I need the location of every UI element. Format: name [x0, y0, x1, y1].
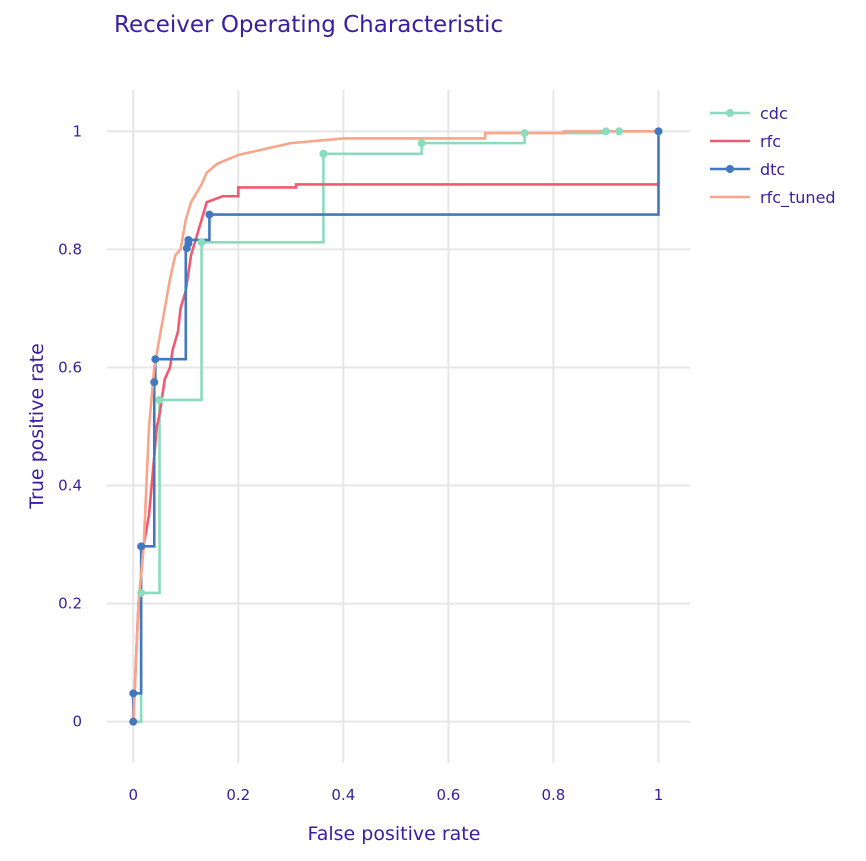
legend-label: dtc: [760, 160, 785, 179]
x-tick-label: 0.2: [226, 786, 250, 804]
x-tick-label: 1: [654, 786, 664, 804]
y-tick-label: 1: [72, 122, 82, 140]
data-point-dtc[interactable]: [137, 542, 146, 551]
x-axis-title: False positive rate: [308, 823, 481, 845]
legend-label: cdc: [760, 104, 788, 123]
x-tick-label: 0.6: [436, 786, 460, 804]
data-point-dtc[interactable]: [205, 210, 214, 219]
series-line-rfc[interactable]: [131, 183, 659, 722]
tick-labels: 0 0.2 0.4 0.6 0.8 1 0 0.2 0.4 0.6 0.8 1: [58, 122, 663, 804]
x-tick-label: 0: [128, 786, 138, 804]
data-point-cdc[interactable]: [601, 127, 610, 136]
data-point-dtc[interactable]: [184, 235, 193, 244]
data-point-dtc[interactable]: [129, 717, 138, 726]
data-point-cdc[interactable]: [615, 127, 624, 136]
grid-lines: [107, 90, 690, 763]
legend-item-cdc[interactable]: cdc: [710, 104, 788, 123]
series-line-rfc_tuned[interactable]: [131, 130, 659, 722]
plot-area: [129, 127, 663, 726]
y-tick-label: 0: [72, 713, 82, 731]
data-point-dtc[interactable]: [654, 127, 663, 136]
data-point-dtc[interactable]: [150, 378, 159, 387]
y-axis-title: True positive rate: [26, 343, 48, 510]
data-point-cdc[interactable]: [319, 149, 328, 158]
series-line-dtc[interactable]: [131, 131, 660, 722]
data-point-cdc[interactable]: [137, 588, 146, 597]
legend-item-rfc[interactable]: rfc: [710, 132, 781, 151]
legend-item-rfc_tuned[interactable]: rfc_tuned: [710, 188, 836, 208]
data-point-cdc[interactable]: [155, 395, 164, 404]
series-line-cdc[interactable]: [133, 130, 659, 723]
data-point-cdc[interactable]: [197, 238, 206, 247]
legend-label: rfc_tuned: [760, 188, 836, 208]
y-tick-label: 0.2: [58, 595, 82, 613]
legend-marker: [726, 165, 734, 173]
data-point-cdc[interactable]: [520, 129, 529, 138]
legend-marker: [726, 109, 734, 117]
y-tick-label: 0.4: [58, 477, 82, 495]
legend[interactable]: cdc rfc dtc rfc_tuned: [710, 104, 836, 208]
legend-item-dtc[interactable]: dtc: [710, 160, 785, 179]
data-point-cdc[interactable]: [417, 139, 426, 148]
data-point-dtc[interactable]: [129, 689, 138, 698]
chart-title: Receiver Operating Characteristic: [114, 12, 503, 38]
legend-label: rfc: [760, 132, 781, 151]
x-tick-label: 0.8: [542, 786, 566, 804]
y-tick-label: 0.6: [58, 358, 82, 376]
data-point-dtc[interactable]: [151, 355, 160, 364]
x-tick-label: 0.4: [331, 786, 355, 804]
y-tick-label: 0.8: [58, 240, 82, 258]
